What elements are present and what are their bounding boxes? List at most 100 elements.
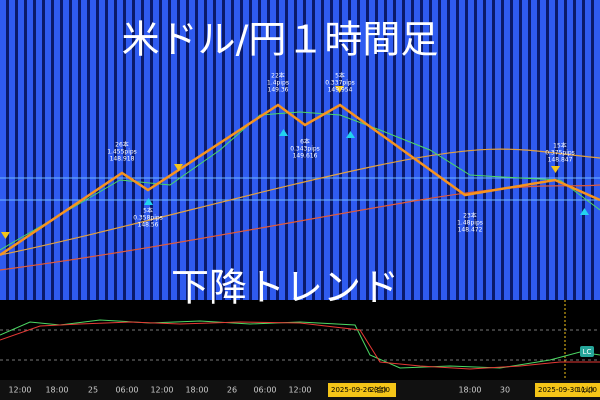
moving-average <box>0 111 600 251</box>
stripe <box>486 0 492 300</box>
annotation: 22本 <box>271 72 285 80</box>
stripe <box>243 0 249 300</box>
stripe <box>72 0 78 300</box>
indicator-line <box>0 319 600 369</box>
stripe <box>99 0 105 300</box>
annotation: 6本 <box>300 138 310 146</box>
marker <box>551 166 560 173</box>
stripe <box>450 0 456 300</box>
stripe <box>225 0 231 300</box>
marker <box>346 131 355 138</box>
stripe <box>495 0 501 300</box>
stripe <box>45 0 51 300</box>
indicator-line <box>0 321 600 370</box>
stripe <box>531 0 537 300</box>
stripe <box>396 0 402 300</box>
stripe <box>144 0 150 300</box>
annotation: 1.455pips <box>107 149 137 156</box>
annotation: 0.358pips <box>133 215 163 222</box>
stripe <box>153 0 159 300</box>
x-tick-label: 30 <box>500 386 510 395</box>
stripe <box>279 0 285 300</box>
stripe <box>189 0 195 300</box>
stripe <box>414 0 420 300</box>
x-tick-label: 18:00 <box>458 386 481 395</box>
stripe <box>333 0 339 300</box>
stripe <box>162 0 168 300</box>
stripe <box>378 0 384 300</box>
annotation: 15本 <box>553 142 567 150</box>
annotation: 149.616 <box>293 153 318 160</box>
stripe <box>18 0 24 300</box>
annotation: 148.847 <box>548 157 573 164</box>
time-axis <box>0 380 600 400</box>
stripe <box>585 0 591 300</box>
highlight-label: 11:00 <box>577 386 597 394</box>
stripe <box>540 0 546 300</box>
stripe <box>342 0 348 300</box>
marker <box>335 86 344 93</box>
stripe <box>135 0 141 300</box>
stripe <box>63 0 69 300</box>
annotation: 0.375pips <box>545 150 575 157</box>
stripe <box>459 0 465 300</box>
x-tick-label: 06:00 <box>115 386 138 395</box>
stripe <box>234 0 240 300</box>
x-tick-label: 18:00 <box>45 386 68 395</box>
x-tick-label: 26 <box>227 386 237 395</box>
stripe <box>369 0 375 300</box>
stripe <box>405 0 411 300</box>
x-tick-label: 25 <box>88 386 98 395</box>
stripe <box>261 0 267 300</box>
annotation: 26本 <box>115 141 129 149</box>
annotation: 0.343pips <box>290 146 320 153</box>
stripe <box>81 0 87 300</box>
stripe <box>0 0 6 300</box>
x-tick-label: 18:00 <box>185 386 208 395</box>
stripe <box>558 0 564 300</box>
annotation: 148.56 <box>138 222 159 229</box>
annotation: 23本 <box>463 212 477 220</box>
chart-subtitle: 下降トレンド <box>171 266 399 310</box>
stripe <box>315 0 321 300</box>
stripe <box>360 0 366 300</box>
marker <box>580 208 589 215</box>
stripe <box>567 0 573 300</box>
moving-average <box>0 184 600 271</box>
marker <box>279 129 288 136</box>
x-tick-label: 12:00 <box>150 386 173 395</box>
x-tick-label: 06:00 <box>253 386 276 395</box>
x-tick-label: 12:00 <box>288 386 311 395</box>
stripe <box>423 0 429 300</box>
stripe <box>288 0 294 300</box>
stripe <box>351 0 357 300</box>
stripe <box>54 0 60 300</box>
highlight-box <box>328 383 396 397</box>
stripe <box>27 0 33 300</box>
badge <box>580 346 594 357</box>
stripe <box>270 0 276 300</box>
moving-average <box>0 148 600 256</box>
chart-title: 米ドル/円１時間足 <box>122 18 439 62</box>
stripe <box>387 0 393 300</box>
annotation: 0.337pips <box>325 80 355 87</box>
stripe <box>504 0 510 300</box>
marker <box>1 232 10 239</box>
annotation: 5本 <box>335 72 345 80</box>
stripe <box>306 0 312 300</box>
marker <box>144 198 153 205</box>
stripe <box>117 0 123 300</box>
annotation: 148.472 <box>458 227 483 234</box>
stripe <box>198 0 204 300</box>
stripe <box>171 0 177 300</box>
stripe <box>432 0 438 300</box>
x-tick-label: 12:00 <box>8 386 31 395</box>
badge-label: LC <box>583 348 592 356</box>
stripe <box>324 0 330 300</box>
annotation: 1.48pips <box>457 220 483 227</box>
highlight-box <box>535 383 600 397</box>
stripes <box>0 0 600 300</box>
stripe <box>9 0 15 300</box>
marker <box>174 164 183 171</box>
